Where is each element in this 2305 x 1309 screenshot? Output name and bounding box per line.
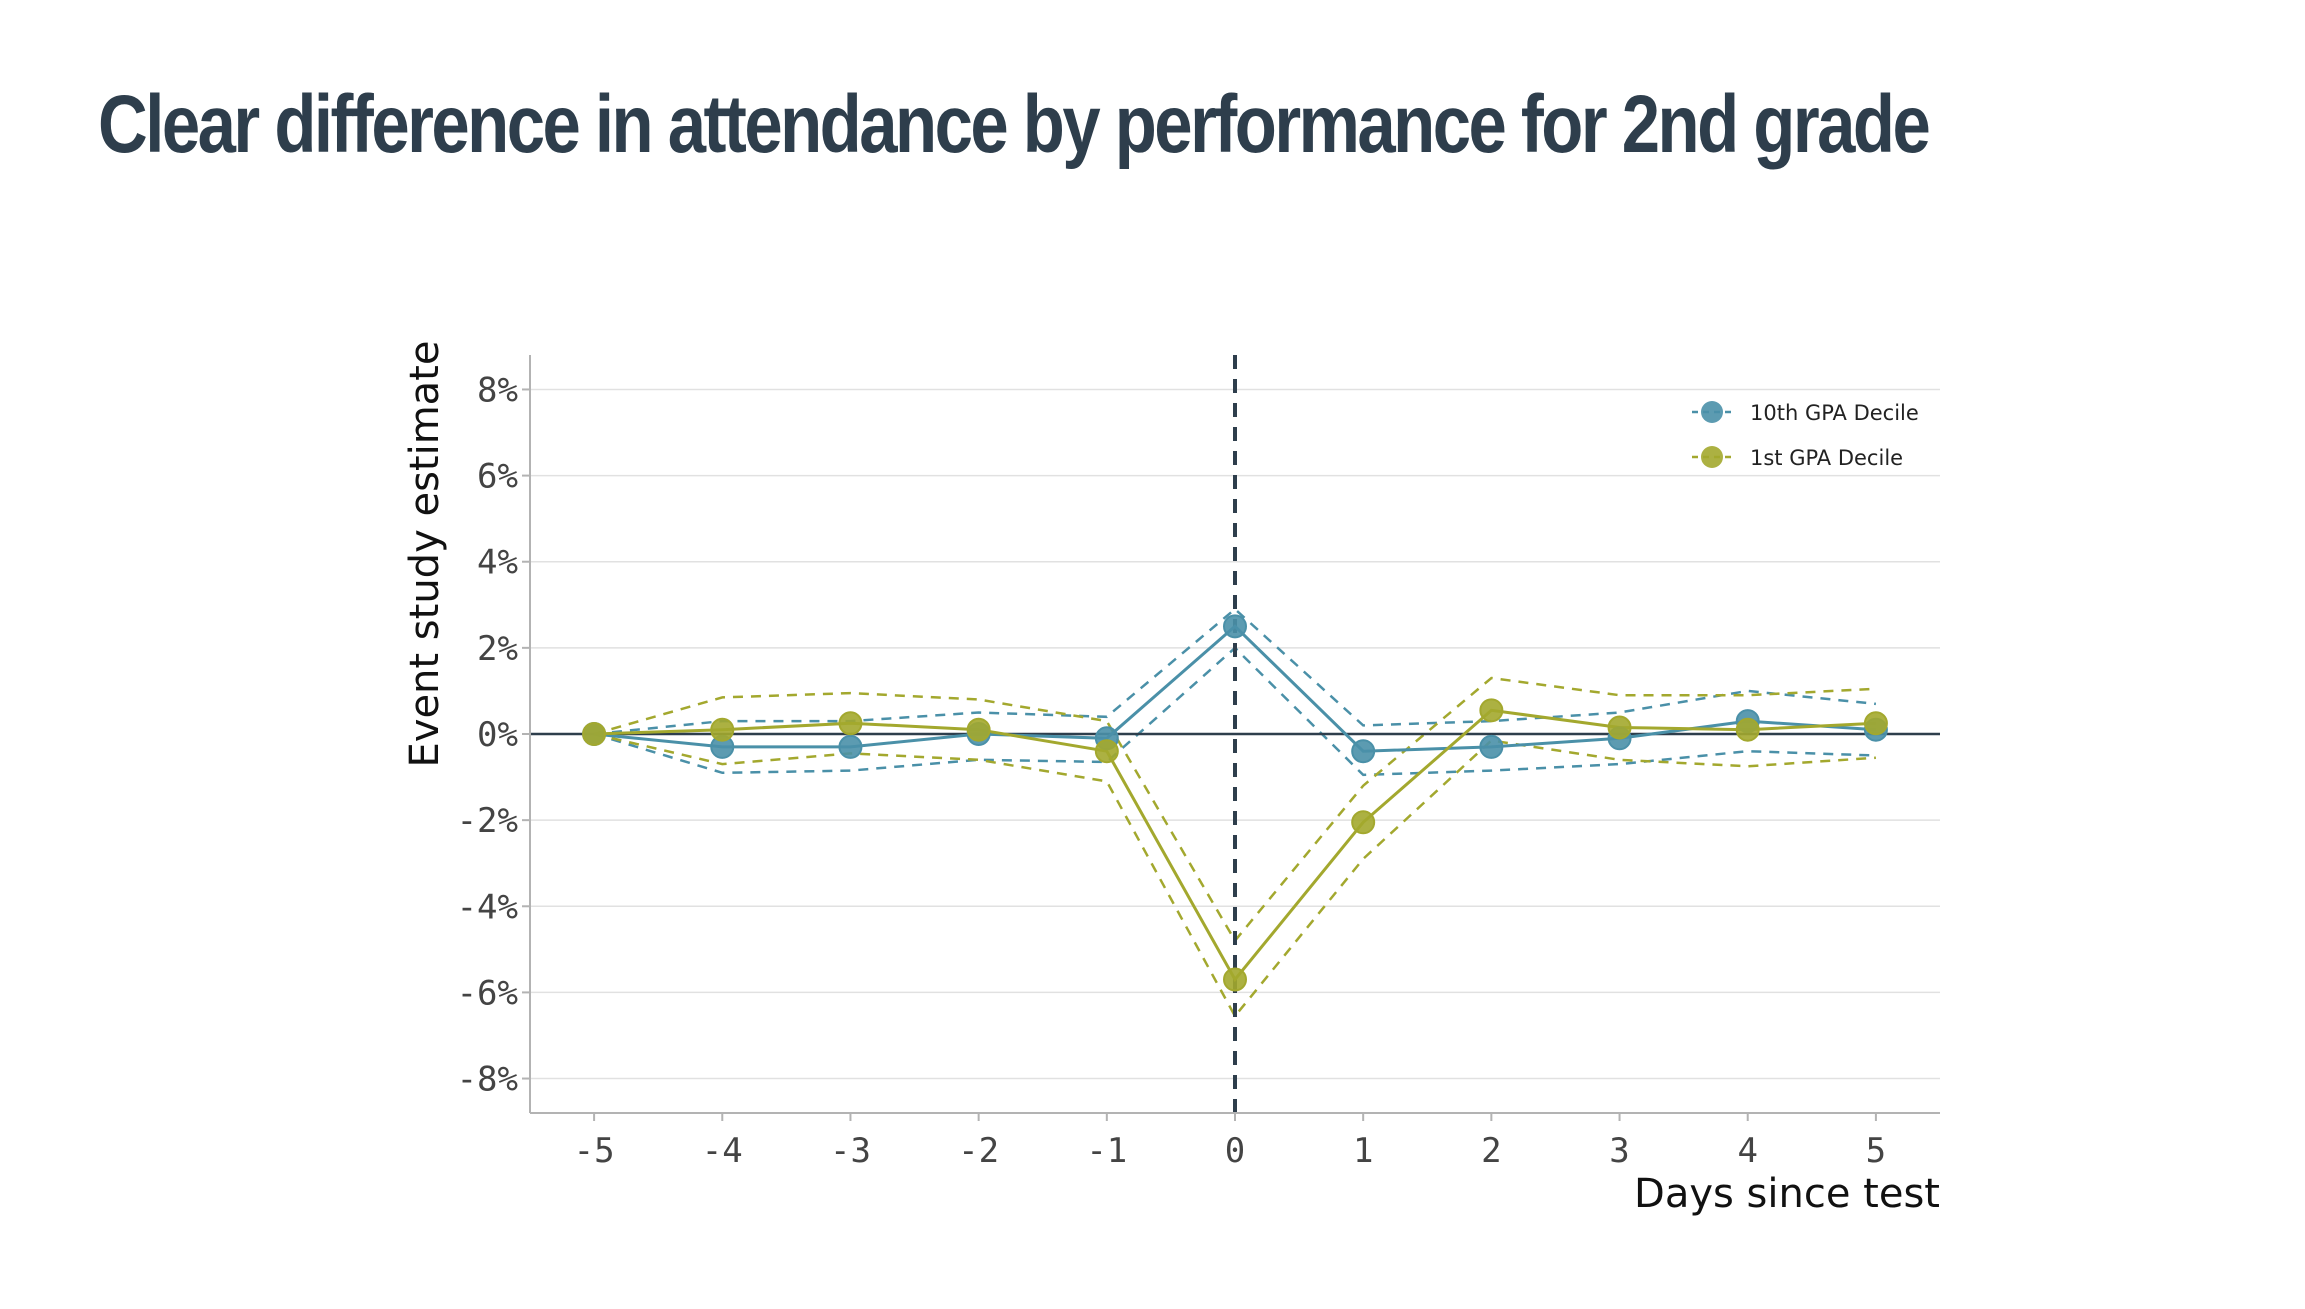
legend-key-marker	[1701, 446, 1723, 468]
y-tick-label: 4%	[477, 543, 518, 583]
x-tick-label: -2	[958, 1131, 999, 1171]
legend-label: 10th GPA Decile	[1750, 401, 1919, 425]
data-point	[582, 722, 607, 746]
x-tick-label: 4	[1737, 1131, 1757, 1171]
x-tick-label: 2	[1481, 1131, 1501, 1171]
y-tick-label: 6%	[477, 457, 518, 497]
y-tick-label: -2%	[457, 801, 518, 841]
reference-line-layer	[530, 355, 1940, 1113]
y-tick-label: 0%	[477, 715, 518, 755]
y-tick-label: 2%	[477, 629, 518, 669]
y-tick-label: -4%	[457, 887, 518, 927]
data-point	[1223, 967, 1247, 992]
data-point	[838, 734, 863, 759]
x-tick-label: -4	[702, 1131, 743, 1171]
data-point	[1351, 739, 1376, 764]
data-point	[1479, 698, 1504, 723]
data-point	[710, 717, 735, 742]
y-axis-title: Event study estimate	[402, 341, 448, 768]
legend: 10th GPA Decile 1st GPA Decile	[1692, 401, 1919, 470]
series-point-layer	[582, 614, 1888, 992]
ci-upper-line	[593, 607, 1877, 736]
data-point	[1735, 717, 1760, 742]
data-point	[966, 717, 991, 742]
x-tick-label: 1	[1353, 1131, 1373, 1171]
legend-label: 1st GPA Decile	[1750, 446, 1903, 470]
ci-lower-line	[593, 732, 1876, 1019]
x-tick-label: 0	[1225, 1131, 1245, 1171]
ci-lower-line	[593, 646, 1876, 777]
data-point	[1094, 739, 1119, 764]
data-point	[1223, 614, 1247, 639]
data-point	[838, 711, 863, 736]
x-tick-label: 5	[1866, 1131, 1886, 1171]
y-tick-label: -6%	[457, 973, 518, 1013]
x-tick-label: -3	[830, 1131, 871, 1171]
y-tick-label: 8%	[477, 370, 518, 410]
slide-title: Clear difference in attendance by perfor…	[98, 79, 1931, 170]
y-tick-label: -8%	[457, 1060, 518, 1100]
x-tick-label: 3	[1609, 1131, 1629, 1171]
x-axis-title: Days since test	[1634, 1171, 1940, 1217]
data-point	[1863, 711, 1888, 736]
data-point	[1479, 734, 1504, 759]
axis-layer: -8% -6% -4% -2% 0% 2% 4% 6% 8% -5 -4 -3 -2 -1 0 1 2 3 4 5	[457, 355, 1940, 1171]
x-tick-label: -5	[574, 1131, 615, 1171]
data-point	[1351, 810, 1376, 835]
x-tick-label: -1	[1086, 1131, 1127, 1171]
legend-key-marker	[1701, 401, 1723, 423]
data-point	[1607, 715, 1632, 740]
